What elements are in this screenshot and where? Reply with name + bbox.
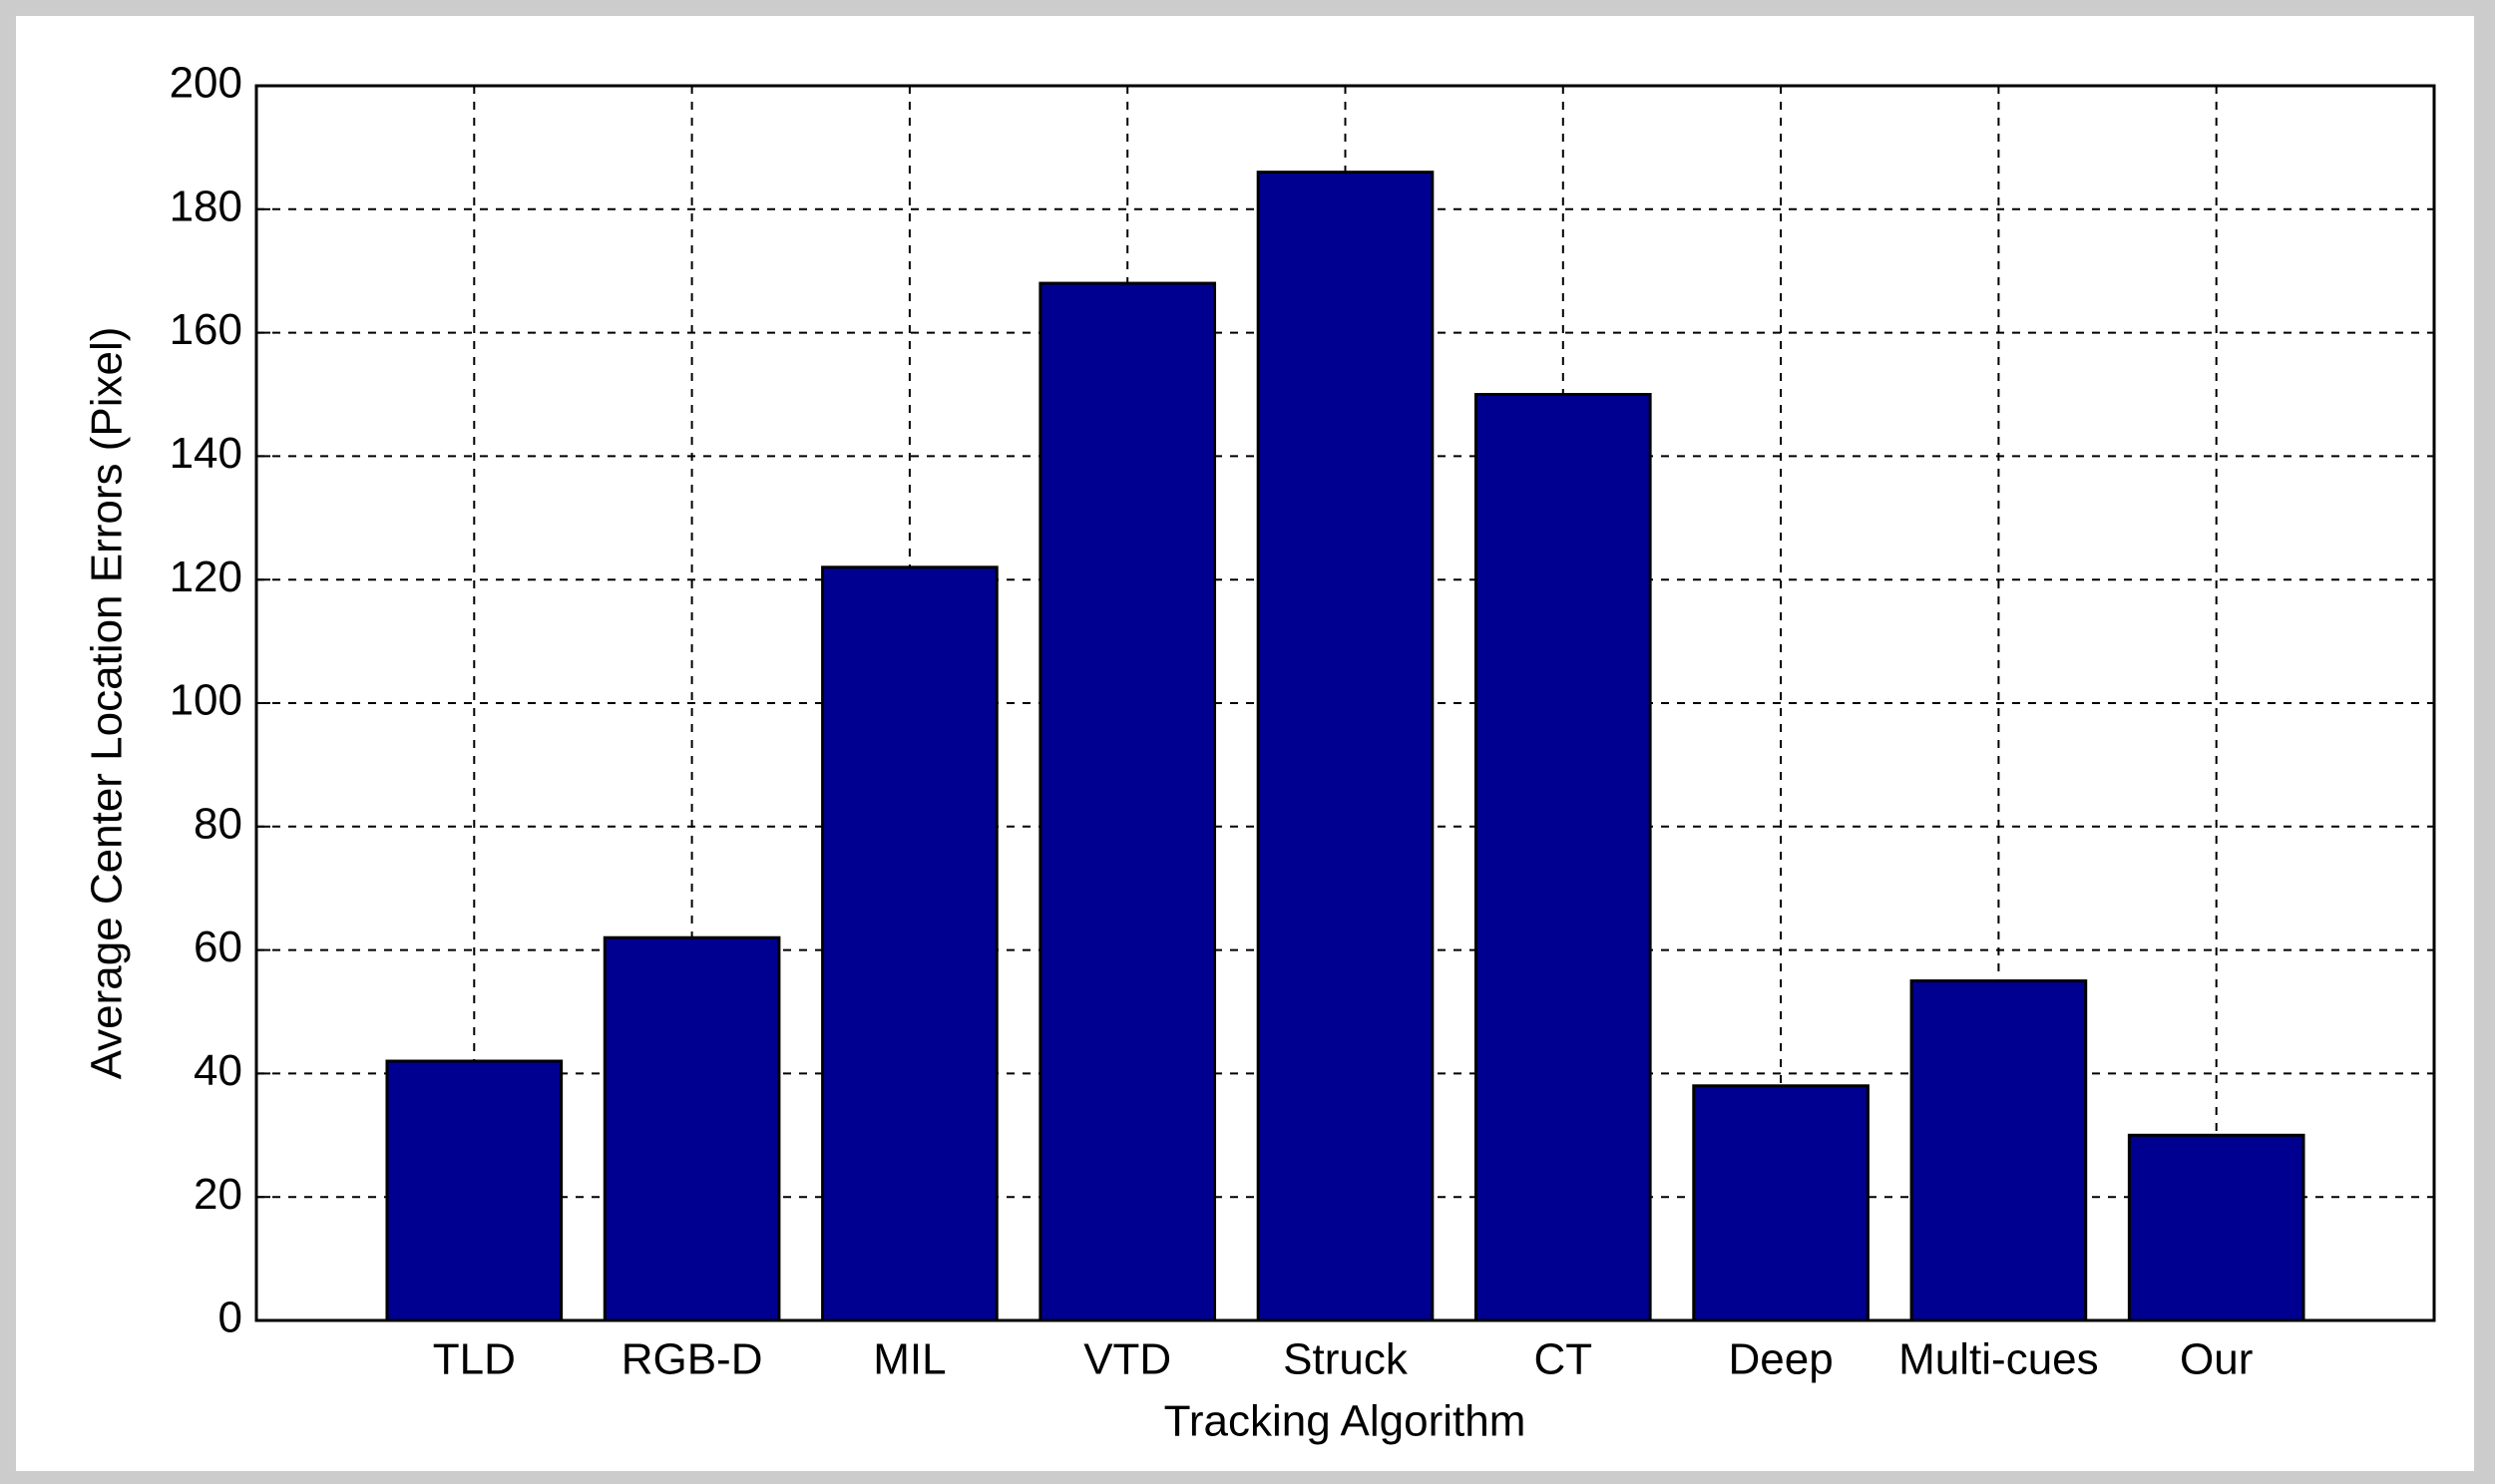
bar <box>385 1059 564 1322</box>
x-tick-label: Struck <box>1283 1335 1409 1384</box>
bar <box>1256 171 1435 1322</box>
bar <box>821 565 999 1322</box>
y-tick-label: 40 <box>194 1046 242 1095</box>
x-tick-label: MIL <box>873 1335 946 1384</box>
x-tick-label: Deep <box>1729 1335 1834 1384</box>
plot-frame <box>254 84 2436 1322</box>
y-tick-label: 100 <box>170 676 242 725</box>
x-axis-label: Tracking Algorithm <box>1164 1397 1526 1446</box>
bar <box>1473 393 1652 1322</box>
bar <box>1039 281 1217 1322</box>
y-axis-label: Average Center Location Errors (Pixel) <box>83 327 132 1080</box>
x-tick-label: TLD <box>433 1335 516 1384</box>
x-tick-label: Our <box>2180 1335 2253 1384</box>
x-tick-label: CT <box>1533 1335 1592 1384</box>
y-tick-label: 80 <box>194 799 242 848</box>
y-tick-label: 0 <box>218 1294 242 1342</box>
y-tick-label: 60 <box>194 923 242 971</box>
y-tick-label: 120 <box>170 553 242 601</box>
bar <box>603 935 781 1322</box>
x-tick-label: Multi-cues <box>1898 1335 2099 1384</box>
y-tick-label: 160 <box>170 305 242 354</box>
y-tick-label: 200 <box>170 59 242 108</box>
bar <box>2127 1133 2305 1322</box>
y-tick-label: 20 <box>194 1170 242 1219</box>
x-tick-label: RGB-D <box>622 1335 763 1384</box>
x-tick-label: VTD <box>1083 1335 1171 1384</box>
bar <box>1909 979 2088 1322</box>
bar <box>1692 1084 1870 1322</box>
y-tick-label: 180 <box>170 182 242 230</box>
y-tick-label: 140 <box>170 429 242 478</box>
